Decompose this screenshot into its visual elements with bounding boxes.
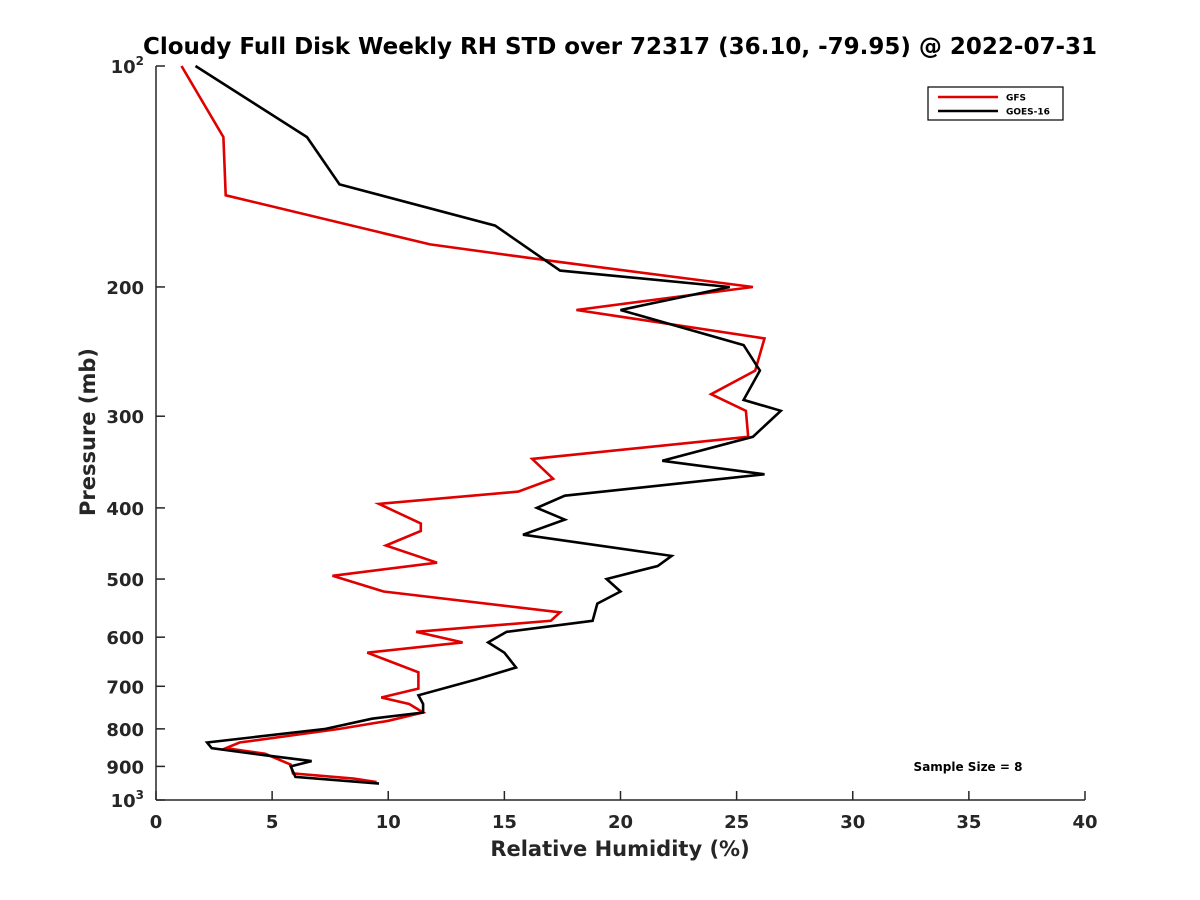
x-tick-label: 30: [840, 812, 865, 833]
legend-box: [927, 86, 1064, 121]
y-tick-label: 900: [106, 757, 144, 778]
y-tick-label: 700: [106, 677, 144, 698]
series-line-goes-16: [194, 64, 784, 785]
legend: GFS GOES-16: [927, 86, 1064, 121]
x-axis-label: Relative Humidity (%): [490, 837, 749, 861]
y-tick-label: 600: [106, 628, 144, 649]
sample-size-annotation: Sample Size = 8: [914, 760, 1023, 774]
y-axis-label: Pressure (mb): [76, 348, 100, 516]
x-tick-label: 15: [492, 812, 517, 833]
legend-label: GOES-16: [1006, 108, 1050, 118]
y-tick-label: 103: [111, 788, 144, 812]
x-tick-label: 5: [266, 812, 279, 833]
y-tick-label: 400: [106, 499, 144, 520]
y-tick-label: 200: [106, 278, 144, 299]
y-tick-label: 800: [106, 720, 144, 741]
x-tick-label: 40: [1072, 812, 1097, 833]
x-tick-label: 10: [376, 812, 401, 833]
y-tick-label: 500: [106, 570, 144, 591]
y-tick-label: 300: [106, 407, 144, 428]
chart-title: Cloudy Full Disk Weekly RH STD over 7231…: [143, 34, 1097, 60]
y-tick-label: 102: [111, 54, 144, 78]
x-tick-label: 0: [150, 812, 163, 833]
x-tick-label: 20: [608, 812, 633, 833]
series-line-gfs: [180, 65, 767, 784]
x-tick-label: 25: [724, 812, 749, 833]
legend-label: GFS: [1006, 94, 1026, 104]
x-tick-label: 35: [956, 812, 981, 833]
plot-area: 0 5 10 15 20 25 30 35 40 102 200 300 400 500 600 700 800…: [106, 54, 1097, 833]
